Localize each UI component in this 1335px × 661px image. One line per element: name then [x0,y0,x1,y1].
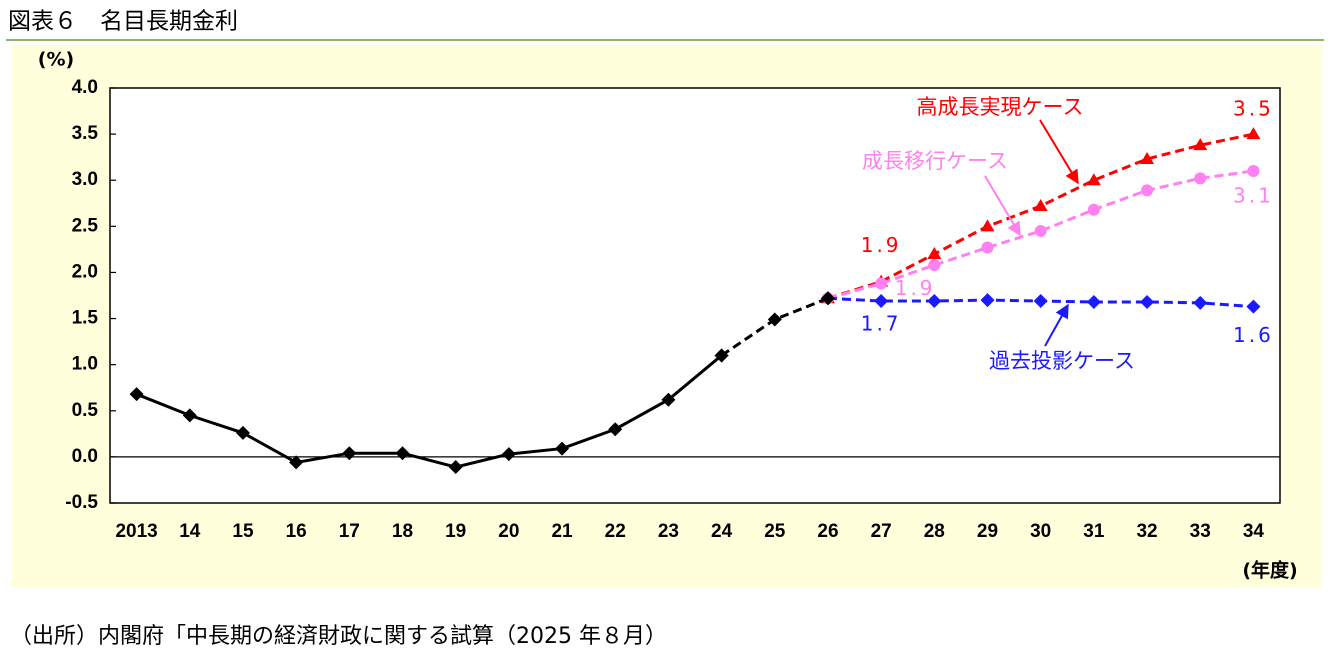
marker [1141,184,1154,197]
marker [820,291,835,306]
x-tick-label: 20 [498,521,519,542]
x-tick-label: 18 [392,521,413,542]
series-line [136,354,723,469]
series-annotation: 過去投影ケース [989,349,1135,373]
x-tick-label: 24 [711,521,733,542]
marker [448,460,463,475]
marker [129,387,144,402]
x-tick-label: 15 [232,521,254,542]
marker [1246,127,1261,140]
marker [501,447,516,462]
y-tick-label: 1.5 [72,308,99,329]
y-tick-label: 1.0 [72,354,98,375]
x-tick-label: 16 [286,521,307,542]
value-label: 3.1 [1233,184,1274,208]
marker [1033,199,1048,212]
x-tick-label: 29 [977,521,998,542]
marker [1193,138,1208,151]
marker [980,293,995,308]
x-tick-label: 21 [551,521,573,542]
y-tick-label: -0.5 [65,492,98,513]
annotation-arrow [984,175,1021,237]
value-label: 1.6 [1233,323,1274,347]
value-label: 1.9 [861,233,902,257]
marker [661,392,676,407]
y-unit: (%) [38,49,74,71]
marker [874,294,889,309]
value-label: 1.9 [895,276,936,300]
marker [289,455,304,470]
marker [767,312,782,327]
y-tick-label: 4.0 [72,77,98,98]
marker [1140,294,1155,309]
x-tick-label: 27 [871,521,892,542]
y-tick-label: 2.0 [72,261,98,282]
x-tick-label: 28 [924,521,945,542]
marker [235,425,250,440]
marker [1086,173,1101,186]
marker [1246,299,1261,314]
marker [342,446,357,461]
y-tick-label: 0.5 [72,400,99,421]
marker [980,219,995,232]
marker [1247,165,1260,177]
marker [395,446,410,461]
x-tick-label: 19 [445,521,466,542]
marker [182,408,197,423]
x-tick-label: 22 [605,521,626,542]
x-tick-label: 25 [764,521,786,542]
marker [981,241,994,254]
marker [608,422,623,437]
x-tick-label: 31 [1083,521,1105,542]
x-tick-label: 32 [1136,521,1157,542]
value-label: 3.5 [1233,97,1274,121]
y-tick-label: 3.0 [72,169,98,190]
marker [1086,294,1101,309]
x-tick-label: 26 [817,521,838,542]
x-tick-label: 17 [339,521,360,542]
x-unit: (年度) [1242,559,1297,582]
marker [927,294,942,309]
marker [875,277,888,290]
marker [1193,295,1208,310]
x-tick-label: 34 [1243,521,1265,542]
marker [1087,203,1100,216]
series-annotation: 高成長実現ケース [917,95,1084,119]
x-tick-label: 23 [658,521,679,542]
annotation-arrow [1039,119,1079,185]
x-tick-label: 14 [179,521,201,542]
x-tick-label: 30 [1030,521,1051,542]
y-tick-label: 0.0 [72,446,98,467]
series-line [827,169,1254,300]
marker [1033,294,1048,309]
annotation-arrow [1044,303,1069,347]
value-label: 1.7 [861,312,902,336]
marker [1194,172,1207,185]
series-annotation: 成長移行ケース [862,149,1008,173]
marker [1034,224,1047,237]
marker [714,348,729,363]
plot-area [109,87,1281,504]
y-tick-label: 3.5 [72,123,99,144]
y-tick-label: 2.5 [72,215,99,236]
marker [1140,152,1155,165]
figure-title: 図表６ 名目長期金利 [8,9,238,35]
x-tick-label: 2013 [115,521,157,542]
marker [928,259,941,272]
marker [555,441,570,456]
marker [927,247,942,259]
source-note: （出所）内閣府「中長期の経済財政に関する試算（2025 年８月） [10,624,667,649]
x-tick-label: 33 [1190,521,1211,542]
